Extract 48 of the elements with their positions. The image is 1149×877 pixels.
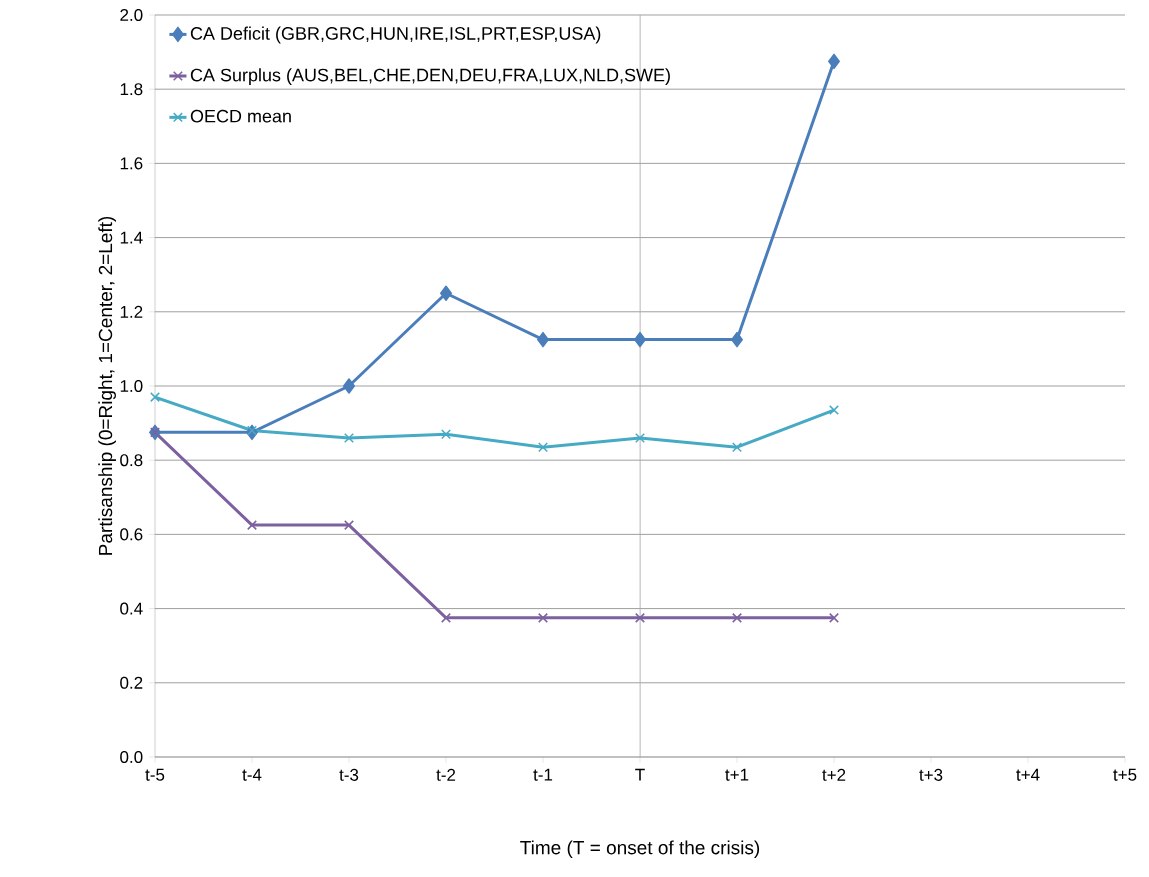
y-tick-label: 2.0	[120, 8, 143, 22]
point	[343, 378, 355, 394]
point	[829, 405, 839, 416]
x-tick-label: t+1	[725, 768, 749, 781]
legend-label: OECD mean	[190, 109, 291, 123]
point	[538, 442, 548, 453]
point	[732, 612, 742, 623]
y-tick-label: 0.8	[120, 454, 143, 467]
x-tick-label: t+3	[919, 768, 943, 781]
point	[732, 442, 742, 453]
x-tick-label: t-2	[436, 768, 456, 781]
point	[829, 612, 839, 623]
x-tick-label: T	[635, 768, 645, 781]
x-tick-label: t+5	[1113, 768, 1137, 781]
y-tick-label: 1.2	[120, 305, 143, 318]
point	[344, 432, 354, 443]
point	[635, 612, 645, 623]
x-tick-label: t-1	[533, 768, 553, 781]
x-tick-label: t-3	[339, 768, 359, 781]
point	[634, 331, 647, 348]
point	[440, 285, 453, 301]
legend-label: CA Surplus (AUS,BEL,CHE,DEN,DEU,FRA,LUX,NLD,SWE)	[190, 68, 670, 85]
y-tick-label: 0.0	[120, 750, 143, 764]
y-tick-label: 1.6	[120, 157, 143, 170]
point	[441, 429, 451, 440]
x-tick-label: t+2	[822, 768, 846, 781]
y-tick-label: 0.2	[120, 676, 143, 689]
y-tick-label: 1.0	[120, 379, 143, 393]
x-tick-label: t+4	[1016, 768, 1040, 781]
legend-label: CA Deficit (GBR,GRC,HUN,IRE,ISL,PRT,ESP,USA)	[190, 26, 601, 44]
point	[247, 520, 257, 531]
y-axis-title: Partisanship (0=Right, 1=Center, 2=Left)	[98, 216, 116, 555]
point	[247, 425, 257, 436]
x-axis-title: Time (T = onset of the crisis)	[520, 840, 760, 859]
y-tick-label: 1.4	[120, 231, 143, 244]
point	[731, 331, 743, 348]
point	[635, 432, 645, 443]
y-tick-label: 0.4	[120, 602, 143, 615]
point	[150, 392, 160, 403]
y-tick-label: 0.6	[120, 528, 143, 541]
point	[537, 331, 549, 348]
point	[538, 612, 548, 623]
x-tick-label: t-4	[242, 768, 262, 781]
y-tick-label: 1.8	[120, 83, 143, 96]
x-tick-label: t-5	[145, 768, 165, 781]
point	[828, 53, 841, 70]
point	[441, 612, 451, 623]
point	[344, 520, 354, 531]
